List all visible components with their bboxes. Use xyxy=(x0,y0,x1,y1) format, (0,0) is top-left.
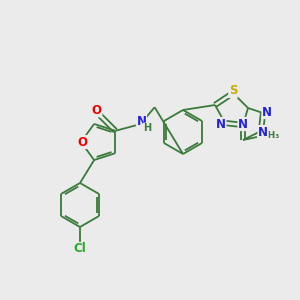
Text: CH₃: CH₃ xyxy=(262,131,280,140)
Text: Cl: Cl xyxy=(74,242,86,256)
Text: O: O xyxy=(92,104,102,117)
Text: N: N xyxy=(238,118,248,130)
Text: O: O xyxy=(77,136,87,148)
Text: S: S xyxy=(229,85,237,98)
Text: N: N xyxy=(136,115,146,128)
Text: N: N xyxy=(258,125,268,139)
Text: N: N xyxy=(262,106,272,118)
Text: N: N xyxy=(216,118,226,130)
Text: H: H xyxy=(143,123,152,133)
